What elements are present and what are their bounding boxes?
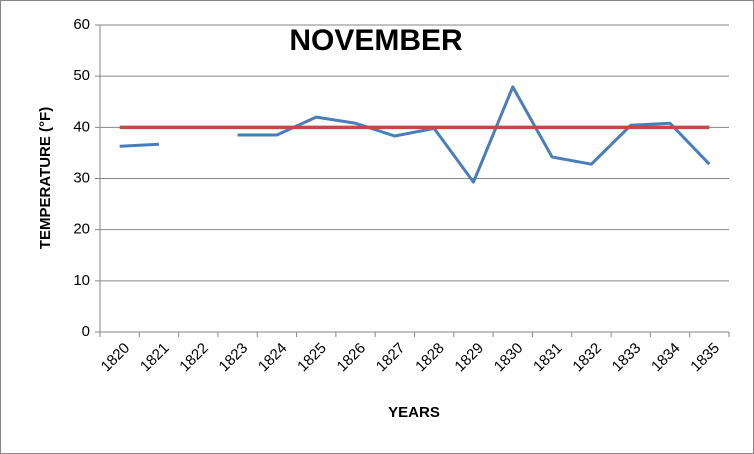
y-tick-label: 40 bbox=[73, 118, 90, 135]
y-tick-label: 20 bbox=[73, 221, 90, 238]
y-tick-label: 50 bbox=[73, 67, 90, 84]
line-series bbox=[119, 85, 711, 184]
chart-title: NOVEMBER bbox=[289, 24, 463, 57]
y-tick-label: 0 bbox=[82, 323, 90, 340]
x-axis-label: YEARS bbox=[388, 404, 440, 421]
y-tick-label: 30 bbox=[73, 169, 90, 186]
y-tick-label: 60 bbox=[73, 16, 90, 33]
y-axis-label: TEMPERATURE (°F) bbox=[37, 107, 54, 249]
y-tick-label: 10 bbox=[73, 272, 90, 289]
